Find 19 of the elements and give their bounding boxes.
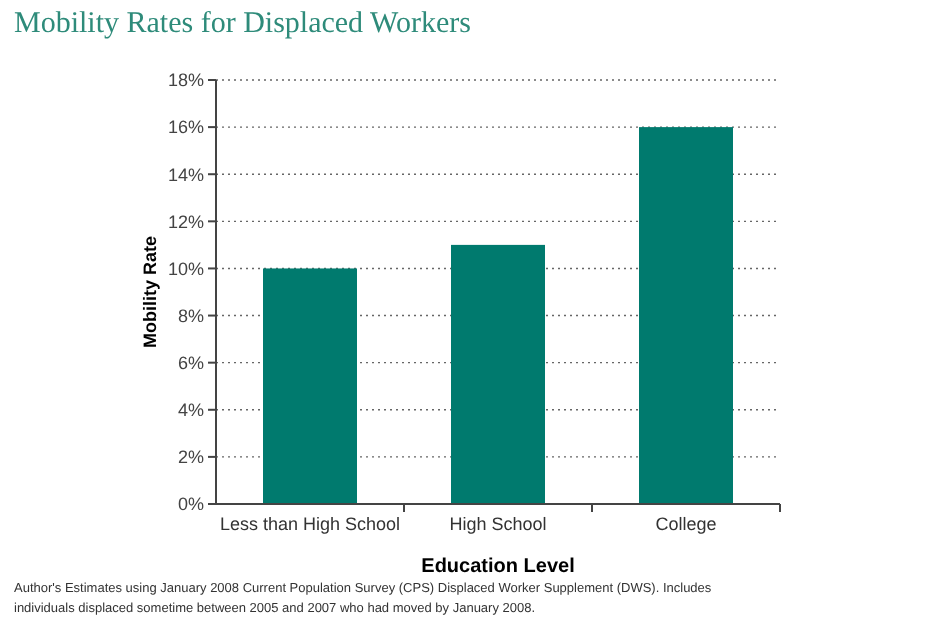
chart-title: Mobility Rates for Displaced Workers [14,8,472,40]
y-tick-label: 14% [167,164,204,185]
y-tick-label: 12% [167,211,204,232]
bar [263,268,357,504]
x-axis-title: Education Level [421,556,576,578]
y-tick-label: 18% [167,70,204,91]
y-tick-label: 8% [177,305,204,326]
x-tick-label: Less than High School [219,514,401,534]
x-tick-label: College [655,514,717,534]
y-tick-label: 10% [167,258,204,279]
bar [639,127,733,504]
x-tick-label: High School [449,514,547,534]
y-tick-label: 0% [177,494,204,515]
y-tick-label: 16% [167,117,204,138]
bar [451,244,545,504]
y-tick-label: 6% [177,352,204,373]
y-tick-label: 4% [177,400,204,421]
y-axis-title: Mobility Rate [140,235,160,349]
y-tick-label: 2% [177,447,204,468]
